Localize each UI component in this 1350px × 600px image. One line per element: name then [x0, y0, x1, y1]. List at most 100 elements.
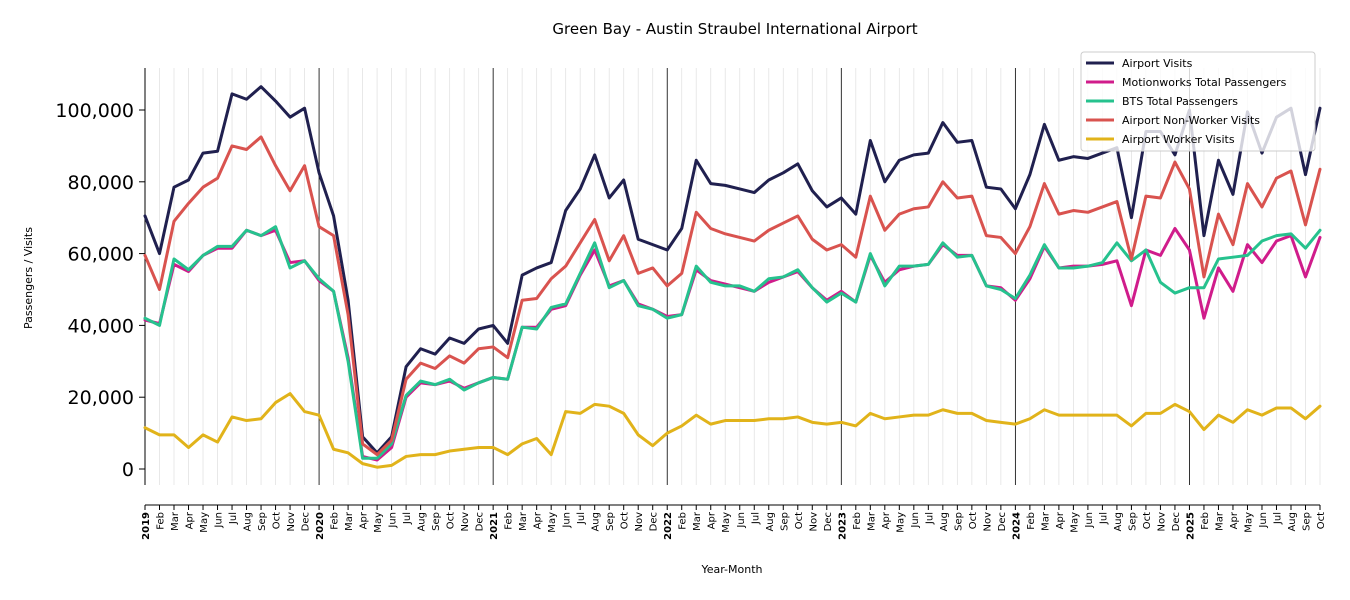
y-axis-label: Passengers / Visits [22, 227, 35, 329]
x-tick-label: May [199, 512, 210, 533]
x-tick-label: Feb [1026, 512, 1037, 530]
y-tick-label: 60,000 [68, 244, 134, 266]
x-tick-label: Mar [170, 511, 181, 531]
x-tick-label: Mar [692, 511, 703, 531]
x-tick-label: Mar [866, 511, 877, 531]
x-tick-label: Jun [736, 512, 747, 529]
chart-series-lines [143, 85, 1322, 469]
y-tick-label: 80,000 [68, 172, 134, 194]
x-tick-label: Apr [707, 511, 718, 529]
x-tick-label: Apr [533, 511, 544, 529]
x-tick-label: Oct [1316, 512, 1327, 529]
legend-box [1080, 51, 1316, 152]
y-tick-label: 100,000 [55, 100, 134, 122]
series-line [143, 392, 1322, 469]
x-tick-label: Mar [344, 511, 355, 531]
x-tick-label: Nov [634, 512, 645, 532]
x-tick-label: Aug [1113, 512, 1124, 532]
legend-label: BTS Total Passengers [1122, 95, 1238, 108]
x-tick-label: Sep [257, 512, 268, 531]
x-tick-label: Jul [402, 512, 413, 525]
x-tick-label: Apr [1229, 511, 1240, 529]
x-tick-label: Sep [605, 512, 616, 531]
x-tick-label: Jul [576, 512, 587, 525]
x-tick-label: 2024 [1011, 512, 1022, 540]
x-tick-label: May [721, 512, 732, 533]
x-tick-label: May [1243, 512, 1254, 533]
x-tick-label: Sep [431, 512, 442, 531]
legend-label: Motionworks Total Passengers [1122, 76, 1287, 89]
x-tick-label: Oct [446, 512, 457, 529]
x-tick-label: Feb [678, 512, 689, 530]
x-tick-label: Nov [460, 512, 471, 532]
x-tick-label: 2023 [837, 512, 848, 540]
y-tick-label: 40,000 [68, 315, 134, 337]
x-tick-label: 2021 [489, 512, 500, 540]
x-tick-label: Oct [794, 512, 805, 529]
x-tick-label: Dec [301, 512, 312, 531]
x-tick-label: Aug [243, 512, 254, 532]
x-axis: 2019 Feb Mar Apr May Jun Jul Aug Sep Oct Nov Dec 202… [141, 504, 1327, 540]
x-tick-label: Sep [953, 512, 964, 531]
x-tick-label: Jul [924, 512, 935, 525]
x-tick-label: Aug [1287, 512, 1298, 532]
x-tick-label: Sep [779, 512, 790, 531]
legend-label: Airport Visits [1122, 57, 1193, 70]
x-tick-label: Feb [330, 512, 341, 530]
x-tick-label: Apr [1055, 511, 1066, 529]
x-tick-label: 2019 [141, 512, 152, 540]
x-tick-label: Apr [185, 511, 196, 529]
x-tick-label: Dec [475, 512, 486, 531]
x-tick-label: Jun [910, 512, 921, 529]
x-tick-label: Sep [1301, 512, 1312, 531]
x-tick-label: Dec [1171, 512, 1182, 531]
x-tick-label: Mar [1040, 511, 1051, 531]
legend-label: Airport Worker Visits [1122, 133, 1235, 146]
x-tick-label: 2022 [663, 512, 674, 540]
chart-legend: Airport Visits Motionworks Total Passenge… [1080, 51, 1316, 152]
x-tick-label: Jun [1084, 512, 1095, 529]
series-line [143, 135, 1322, 457]
series-line [143, 226, 1322, 462]
x-tick-label: Dec [649, 512, 660, 531]
x-tick-label: May [895, 512, 906, 533]
x-tick-label: Apr [881, 511, 892, 529]
x-tick-label: Feb [156, 512, 167, 530]
x-tick-label: Mar [1214, 511, 1225, 531]
x-tick-label: 2025 [1185, 512, 1196, 540]
x-tick-label: Aug [765, 512, 776, 532]
x-tick-label: Jun [388, 512, 399, 529]
x-axis-label: Year-Month [700, 563, 762, 576]
x-tick-label: Mar [518, 511, 529, 531]
x-tick-label: Nov [982, 512, 993, 532]
chart-title: Green Bay - Austin Straubel Internationa… [552, 20, 917, 38]
x-tick-label: Sep [1127, 512, 1138, 531]
x-tick-label: May [1069, 512, 1080, 533]
x-tick-label: Nov [808, 512, 819, 532]
x-tick-label: Nov [286, 512, 297, 532]
x-tick-label: Jun [1258, 512, 1269, 529]
x-tick-label: Jun [562, 512, 573, 529]
x-tick-label: Oct [1142, 512, 1153, 529]
x-tick-label: Jul [1272, 512, 1283, 525]
series-line [143, 225, 1322, 460]
x-tick-label: 2020 [315, 512, 326, 540]
x-tick-label: Oct [620, 512, 631, 529]
x-tick-label: Jul [228, 512, 239, 525]
x-tick-label: May [373, 512, 384, 533]
x-tick-label: Dec [997, 512, 1008, 531]
x-tick-label: Oct [968, 512, 979, 529]
legend-label: Airport Non-Worker Visits [1122, 114, 1260, 127]
y-tick-label: 20,000 [68, 387, 134, 409]
x-tick-label: Jun [214, 512, 225, 529]
x-tick-label: Nov [1156, 512, 1167, 532]
x-tick-label: Feb [852, 512, 863, 530]
x-tick-label: Aug [591, 512, 602, 532]
series-line [143, 85, 1322, 455]
x-tick-label: Apr [359, 511, 370, 529]
x-tick-label: Feb [504, 512, 515, 530]
x-tick-label: Aug [417, 512, 428, 532]
x-tick-label: Feb [1200, 512, 1211, 530]
x-tick-label: Jul [1098, 512, 1109, 525]
